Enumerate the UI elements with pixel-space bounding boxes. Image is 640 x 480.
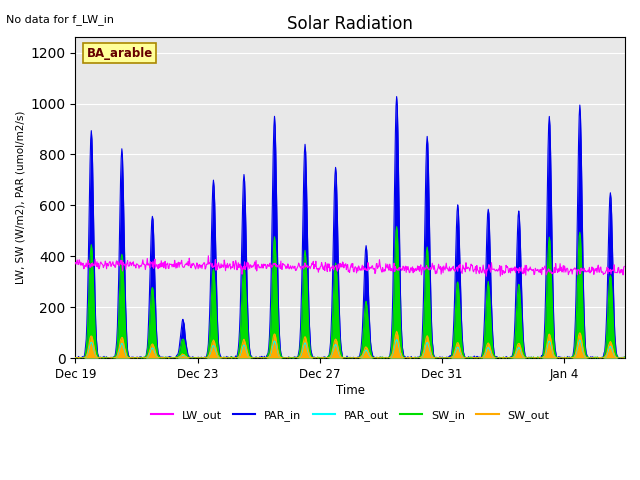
- Text: BA_arable: BA_arable: [86, 47, 153, 60]
- Text: No data for f_LW_in: No data for f_LW_in: [6, 14, 115, 25]
- Title: Solar Radiation: Solar Radiation: [287, 15, 413, 33]
- Legend: LW_out, PAR_in, PAR_out, SW_in, SW_out: LW_out, PAR_in, PAR_out, SW_in, SW_out: [147, 405, 554, 425]
- Y-axis label: LW, SW (W/m2), PAR (umol/m2/s): LW, SW (W/m2), PAR (umol/m2/s): [15, 111, 25, 284]
- X-axis label: Time: Time: [336, 384, 365, 396]
